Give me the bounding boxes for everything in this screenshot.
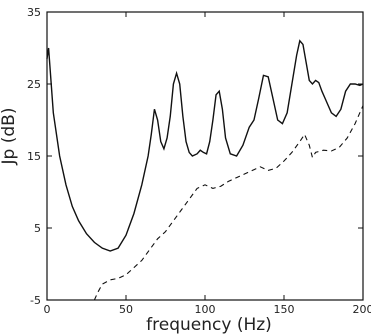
axis-ticks <box>46 11 364 301</box>
tick-labels: 0 50 100 150 200 -5 5 15 25 35 <box>27 6 371 316</box>
plot-frame <box>46 11 364 301</box>
y-tick-label: 5 <box>34 222 41 235</box>
x-tick-label: 200 <box>353 303 371 316</box>
x-tick-label: 0 <box>44 303 51 316</box>
x-tick-label: 50 <box>119 303 133 316</box>
solid-series-line <box>46 39 364 252</box>
y-tick-label: 25 <box>27 78 41 91</box>
y-tick-label: -5 <box>30 294 41 307</box>
series-lines <box>46 39 364 301</box>
x-tick-label: 150 <box>274 303 295 316</box>
x-tick-label: 100 <box>195 303 216 316</box>
x-axis-label: frequency (Hz) <box>146 315 272 335</box>
y-tick-label: 35 <box>27 6 41 19</box>
dashed-series-line <box>93 105 364 301</box>
y-tick-label: 15 <box>27 150 41 163</box>
y-axis-label: Jp (dB) <box>0 108 19 166</box>
